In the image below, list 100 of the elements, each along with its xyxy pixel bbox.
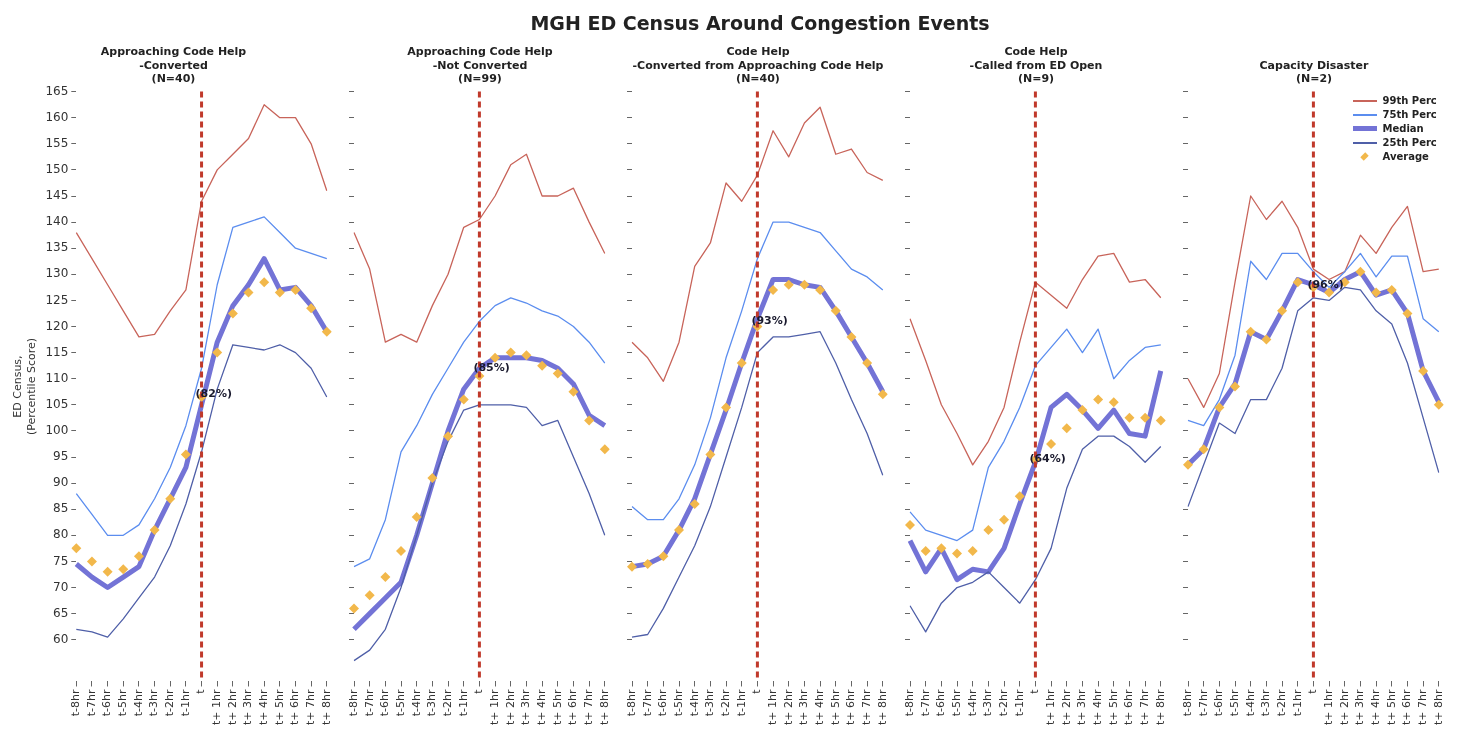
chart-subtitle: Code Help -Called from ED Open (N=9)	[969, 45, 1103, 85]
legend-label: Median	[1382, 121, 1424, 136]
point	[243, 287, 254, 298]
x-tick-label: t+ 5hr	[1106, 689, 1120, 726]
y-tick-label: 160	[45, 109, 69, 124]
x-tick-label: t+ 6hr	[1122, 689, 1136, 726]
x-tick-label: t+ 5hr	[1384, 689, 1398, 726]
x-tick-label: t-8hr	[346, 689, 360, 717]
x-tick-label: t+ 2hr	[503, 689, 517, 726]
point	[1061, 423, 1072, 434]
point	[674, 525, 685, 536]
x-tick-label: t+ 4hr	[812, 689, 826, 726]
point	[521, 350, 532, 361]
x-tick-label: t-3hr	[703, 689, 717, 717]
x-tick-label: t+ 7hr	[304, 689, 317, 726]
point	[443, 431, 454, 442]
point	[658, 551, 669, 562]
y-tick-label: 95	[53, 449, 69, 464]
y-tick-label: 85	[53, 501, 69, 516]
point	[411, 512, 422, 523]
point	[118, 564, 129, 575]
x-tick-label: t-6hr	[1212, 689, 1226, 717]
x-tick-label: t+ 1hr	[1321, 689, 1335, 726]
y-axis-title: ED Census, (Percentile Score)	[11, 337, 38, 436]
x-tick-label: t-5hr	[949, 689, 963, 717]
legend-label: 99th Perc	[1382, 93, 1437, 108]
x-tick-label: t-6hr	[656, 689, 670, 717]
point	[1292, 277, 1303, 288]
x-tick-label: t-4hr	[965, 689, 979, 717]
x-tick-label: t-6hr	[934, 689, 948, 717]
y-tick-label: 135	[45, 240, 69, 255]
point	[642, 559, 653, 570]
x-tick-label: t+ 1hr	[210, 689, 224, 726]
x-tick-label: t-7hr	[640, 689, 654, 717]
x-tick-label: t	[194, 688, 208, 694]
x-tick-label: t+ 4hr	[1368, 689, 1382, 726]
point	[877, 389, 888, 400]
x-tick-label: t+ 7hr	[859, 689, 873, 726]
point	[736, 358, 747, 369]
x-tick-label: t-5hr	[116, 689, 130, 717]
x-tick-label: t-7hr	[1196, 689, 1210, 717]
point	[1077, 405, 1088, 416]
x-tick-label: t-4hr	[131, 689, 145, 717]
y-tick-label: 165	[45, 83, 69, 98]
point	[227, 308, 238, 319]
x-tick-label: t-6hr	[378, 689, 392, 717]
x-tick-label: t-2hr	[996, 689, 1010, 717]
y-tick-label: 120	[45, 318, 69, 333]
point	[1230, 381, 1241, 392]
point	[830, 305, 841, 316]
x-tick-label: t-5hr	[671, 689, 685, 717]
y-tick-label: 150	[45, 162, 69, 177]
y-tick-label: 100	[45, 423, 69, 438]
x-tick-label: t	[472, 688, 486, 694]
x-tick-label: t-4hr	[409, 689, 423, 717]
y-tick-label: 70	[53, 579, 69, 594]
point	[86, 556, 97, 567]
x-tick-label: t+ 3hr	[797, 689, 811, 726]
x-tick-label: t-8hr	[1180, 689, 1194, 717]
x-tick-label: t-1hr	[1012, 689, 1026, 717]
x-tick-label: t+ 1hr	[487, 689, 501, 726]
x-tick-label: t-8hr	[69, 689, 83, 717]
x-tick-label: t+ 2hr	[1059, 689, 1073, 726]
x-tick-label: t-7hr	[84, 689, 98, 717]
x-tick-label: t+ 5hr	[272, 689, 286, 726]
point	[862, 358, 873, 369]
point	[584, 415, 595, 426]
point	[1140, 412, 1151, 423]
x-tick-label: t+ 4hr	[534, 689, 548, 726]
point	[364, 590, 375, 601]
point	[537, 360, 548, 371]
chart-subtitle: Approaching Code Help -Not Converted (N=99)	[407, 45, 553, 85]
x-tick-label: t+ 8hr	[1153, 689, 1167, 726]
x-tick-label: t+ 4hr	[257, 689, 271, 726]
y-tick-label: 125	[45, 292, 69, 307]
point	[1386, 284, 1397, 295]
y-tick-label: 60	[53, 631, 69, 646]
x-tick-label: t+ 5hr	[550, 689, 564, 726]
point	[458, 394, 469, 405]
x-tick-label: t+ 2hr	[225, 689, 239, 726]
point	[490, 352, 501, 363]
point	[1433, 399, 1444, 410]
point	[1014, 491, 1025, 502]
x-tick-label: t-2hr	[163, 689, 177, 717]
x-tick-label: t-6hr	[100, 689, 114, 717]
y-tick-label: 65	[53, 605, 69, 620]
x-tick-label: t-1hr	[1290, 689, 1304, 717]
point	[349, 603, 359, 614]
point	[427, 472, 438, 483]
x-tick-label: t+ 1hr	[1043, 689, 1057, 726]
point	[180, 449, 191, 460]
point	[1261, 334, 1272, 345]
y-tick-label: 145	[45, 188, 69, 203]
point	[799, 279, 810, 290]
legend-label: 25th Perc	[1382, 135, 1437, 150]
x-tick-label: t+ 8hr	[875, 689, 889, 726]
point	[1046, 438, 1057, 449]
x-tick-label: t-7hr	[362, 689, 376, 717]
x-tick-label: t+ 7hr	[581, 689, 595, 726]
point	[721, 402, 732, 413]
